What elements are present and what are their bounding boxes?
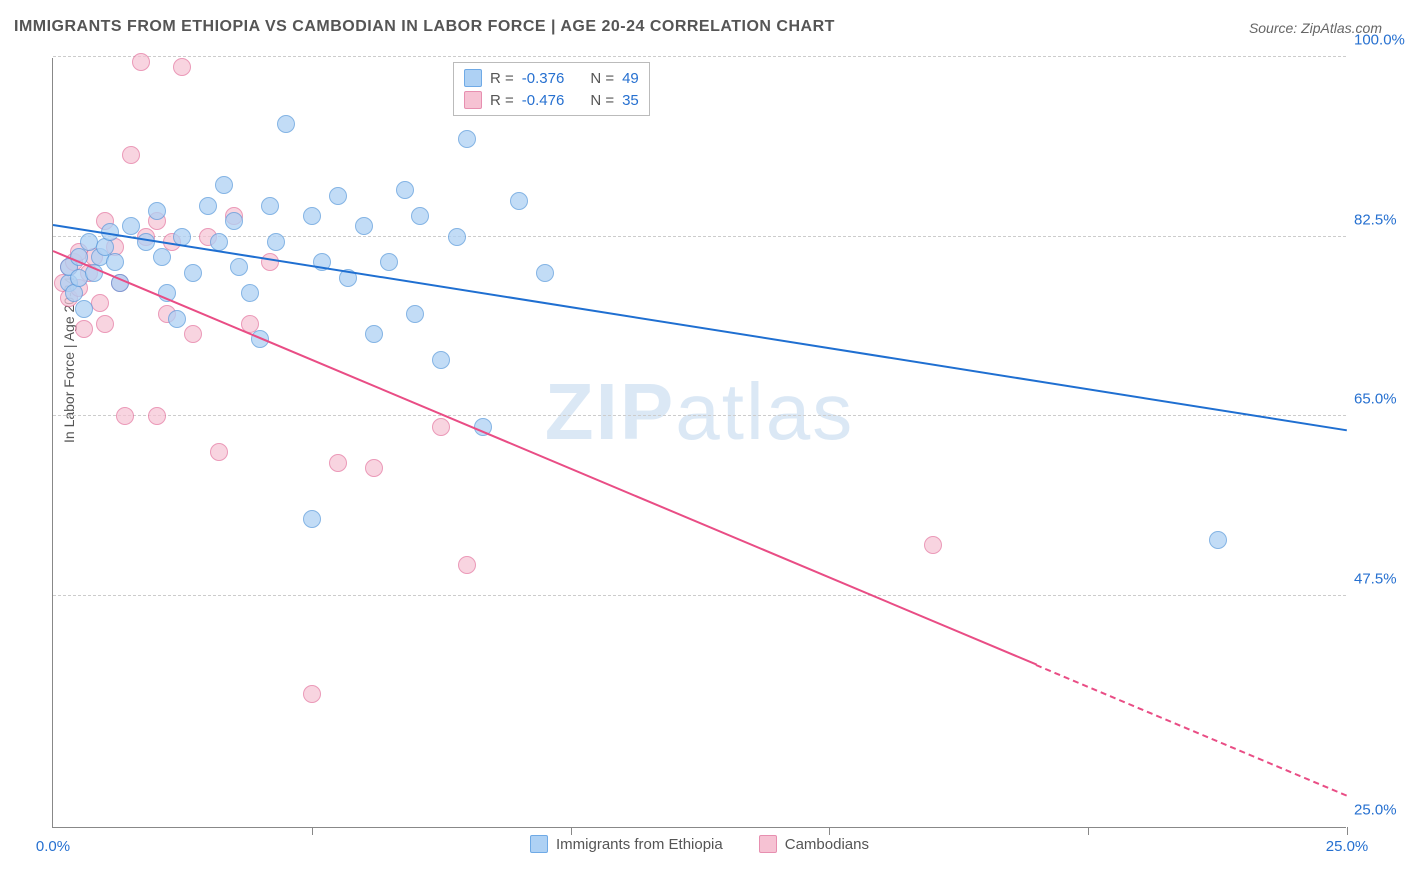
- data-point-cambodia: [75, 320, 93, 338]
- legend-r-label: R =: [490, 92, 514, 109]
- legend-series: Immigrants from Ethiopia Cambodians: [53, 835, 1346, 857]
- legend-r-label: R =: [490, 70, 514, 87]
- legend-n-label: N =: [590, 70, 614, 87]
- legend-r-value: -0.476: [522, 92, 565, 109]
- data-point-ethiopia: [75, 300, 93, 318]
- legend-row: R = -0.476 N = 35: [464, 89, 639, 111]
- data-point-cambodia: [432, 418, 450, 436]
- y-tick-label: 100.0%: [1354, 32, 1406, 49]
- y-tick-label: 82.5%: [1354, 211, 1406, 228]
- legend-item: Immigrants from Ethiopia: [530, 835, 723, 853]
- legend-n-label: N =: [590, 92, 614, 109]
- watermark-atlas: atlas: [675, 367, 854, 456]
- data-point-cambodia: [122, 146, 140, 164]
- x-tick: [571, 827, 572, 835]
- data-point-ethiopia: [536, 264, 554, 282]
- x-tick: [1347, 827, 1348, 835]
- x-tick: [829, 827, 830, 835]
- data-point-ethiopia: [184, 264, 202, 282]
- data-point-ethiopia: [241, 284, 259, 302]
- legend-swatch: [530, 835, 548, 853]
- data-point-ethiopia: [432, 351, 450, 369]
- watermark: ZIPatlas: [545, 366, 854, 458]
- data-point-cambodia: [173, 58, 191, 76]
- data-point-ethiopia: [365, 325, 383, 343]
- data-point-cambodia: [210, 443, 228, 461]
- data-point-ethiopia: [303, 207, 321, 225]
- data-point-cambodia: [132, 53, 150, 71]
- y-tick-label: 65.0%: [1354, 391, 1406, 408]
- legend-n-value: 49: [622, 70, 639, 87]
- data-point-ethiopia: [199, 197, 217, 215]
- data-point-ethiopia: [148, 202, 166, 220]
- plot-area: In Labor Force | Age 20-24 ZIPatlas R =-…: [52, 58, 1346, 828]
- gridline-h: [53, 56, 1346, 57]
- legend-row: R = -0.376 N = 49: [464, 67, 639, 89]
- data-point-cambodia: [924, 536, 942, 554]
- data-point-cambodia: [184, 325, 202, 343]
- legend-swatch: [464, 91, 482, 109]
- x-tick: [312, 827, 313, 835]
- y-tick-label: 47.5%: [1354, 571, 1406, 588]
- data-point-cambodia: [458, 556, 476, 574]
- data-point-ethiopia: [153, 248, 171, 266]
- data-point-cambodia: [91, 294, 109, 312]
- data-point-ethiopia: [329, 187, 347, 205]
- legend-item: Cambodians: [759, 835, 869, 853]
- data-point-ethiopia: [261, 197, 279, 215]
- data-point-ethiopia: [448, 228, 466, 246]
- legend-item-label: Immigrants from Ethiopia: [556, 836, 723, 853]
- legend-n-value: 35: [622, 92, 639, 109]
- data-point-ethiopia: [303, 510, 321, 528]
- trend-line: [1036, 664, 1347, 796]
- data-point-ethiopia: [277, 115, 295, 133]
- chart-title: IMMIGRANTS FROM ETHIOPIA VS CAMBODIAN IN…: [14, 18, 835, 36]
- data-point-ethiopia: [411, 207, 429, 225]
- gridline-h: [53, 415, 1346, 416]
- watermark-zip: ZIP: [545, 367, 675, 456]
- data-point-cambodia: [116, 407, 134, 425]
- x-tick: [1088, 827, 1089, 835]
- data-point-ethiopia: [355, 217, 373, 235]
- data-point-ethiopia: [267, 233, 285, 251]
- data-point-ethiopia: [510, 192, 528, 210]
- data-point-cambodia: [96, 315, 114, 333]
- data-point-cambodia: [303, 685, 321, 703]
- x-tick-label: 0.0%: [36, 838, 70, 855]
- data-point-ethiopia: [122, 217, 140, 235]
- data-point-ethiopia: [225, 212, 243, 230]
- data-point-ethiopia: [396, 181, 414, 199]
- data-point-cambodia: [148, 407, 166, 425]
- data-point-ethiopia: [106, 253, 124, 271]
- data-point-ethiopia: [168, 310, 186, 328]
- data-point-ethiopia: [380, 253, 398, 271]
- data-point-ethiopia: [406, 305, 424, 323]
- data-point-cambodia: [261, 253, 279, 271]
- trend-line: [53, 250, 1037, 665]
- data-point-cambodia: [365, 459, 383, 477]
- data-point-cambodia: [329, 454, 347, 472]
- x-tick-label: 25.0%: [1326, 838, 1369, 855]
- legend-correlation: R = -0.376 N = 49 R = -0.476 N = 35: [453, 62, 650, 116]
- legend-swatch: [759, 835, 777, 853]
- y-tick-label: 25.0%: [1354, 802, 1406, 819]
- legend-r-value: -0.376: [522, 70, 565, 87]
- data-point-ethiopia: [458, 130, 476, 148]
- gridline-h: [53, 595, 1346, 596]
- data-point-ethiopia: [215, 176, 233, 194]
- data-point-ethiopia: [1209, 531, 1227, 549]
- data-point-ethiopia: [210, 233, 228, 251]
- legend-item-label: Cambodians: [785, 836, 869, 853]
- gridline-h: [53, 236, 1346, 237]
- legend-swatch: [464, 69, 482, 87]
- data-point-ethiopia: [230, 258, 248, 276]
